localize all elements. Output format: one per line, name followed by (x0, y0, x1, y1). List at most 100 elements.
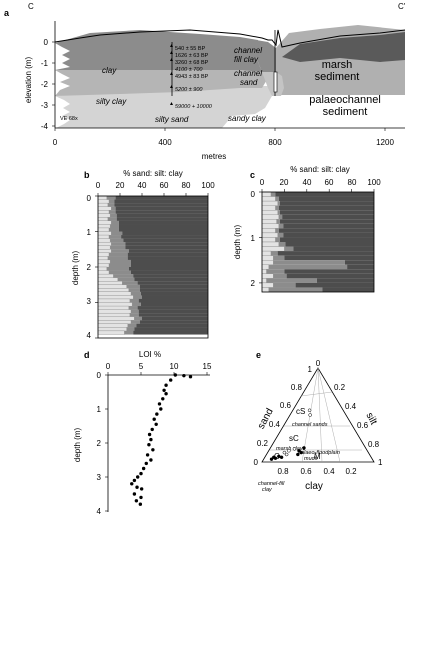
loi-point (154, 422, 158, 426)
c-sand-bar (261, 269, 267, 274)
a-xtick-1: 400 (158, 138, 172, 147)
loi-point (144, 461, 148, 466)
date-label-1: 540 ± 55 BP (175, 46, 206, 52)
loi-point (145, 453, 150, 457)
b-silt-bar (126, 284, 140, 289)
loi-point (164, 383, 168, 387)
marsh-sediment-unit (282, 32, 405, 62)
e-label-channel-sands: channel sands (292, 422, 328, 428)
b-clay-bar (128, 267, 208, 271)
b-silt-bar (131, 309, 139, 314)
ternary-point (279, 455, 284, 460)
c-sand-bar (261, 223, 279, 229)
c-silt-bar (268, 287, 323, 292)
c-clay-bar (295, 282, 374, 288)
b-silt-bar (110, 259, 131, 264)
c-sand-bar (261, 255, 274, 261)
e-label-paleo-1: palaeo-floodplain (297, 450, 340, 456)
e-right-tick-2: 0.4 (345, 402, 357, 411)
b-clay-bar (121, 235, 208, 239)
b-clay-bar (137, 306, 208, 310)
b-silt-bar (113, 274, 134, 278)
label-channel-fill-1: channel (234, 46, 262, 55)
c-sand-bar (261, 191, 272, 197)
b-clay-bar (118, 224, 208, 229)
c-clay-bar (316, 278, 374, 283)
b-silt-bar (110, 224, 119, 229)
b-silt-bar (122, 281, 138, 285)
c-clay-bar (322, 287, 374, 292)
b-sand-bar (97, 220, 112, 225)
c-clay-bar (277, 251, 374, 256)
b-silt-bar (128, 306, 138, 310)
c-sand-bar (261, 219, 277, 224)
b-clay-bar (115, 210, 208, 214)
c-clay-bar (284, 269, 374, 274)
loi-point (149, 458, 153, 462)
d-xtick-2: 10 (170, 362, 179, 371)
b-clay-bar (118, 220, 208, 225)
b-sand-bar (97, 249, 112, 254)
c-sand-bar (261, 237, 276, 243)
ternary-point (296, 452, 300, 457)
b-clay-bar (140, 291, 208, 296)
ternary-point (277, 454, 281, 459)
b-silt-bar (109, 235, 122, 239)
e-right-tick-4: 0.8 (368, 440, 380, 449)
c-sand-bar (261, 196, 276, 202)
a-ytick-0: 0 (44, 38, 49, 47)
loi-point (141, 466, 146, 471)
ternary-point (302, 446, 306, 450)
c-sand-bar (261, 228, 276, 234)
b-ytick-2: 2 (87, 263, 92, 272)
b-sand-bar (97, 305, 129, 310)
b-sand-bar (97, 270, 110, 275)
c-silt-bar (278, 223, 284, 229)
b-bars (97, 195, 208, 335)
c-ylabel: depth (m) (233, 225, 242, 260)
e-bottom-tick-3: 0.4 (323, 467, 335, 476)
d-ylabel: depth (m) (73, 428, 82, 463)
a-xtick-3: 1200 (376, 138, 394, 147)
d-points (130, 373, 193, 506)
d-ytick-3: 3 (97, 473, 102, 482)
b-clay-bar (139, 288, 208, 292)
ternary-point (299, 450, 303, 455)
date-label-6: 5200 ± 900 (175, 87, 203, 93)
e-axis-clay: clay (305, 481, 323, 492)
c-sand-bar (261, 205, 276, 211)
b-silt-bar (134, 316, 142, 321)
e-left-tick-2: 0.4 (269, 420, 281, 429)
label-channel-sand-2: sand (240, 78, 258, 87)
ternary-point (307, 408, 312, 413)
b-sand-bar (97, 210, 110, 214)
b-sand-bar (97, 312, 131, 317)
corner-right-label: C' (398, 2, 406, 11)
b-clay-bar (139, 284, 208, 289)
d-ytick-2: 2 (97, 439, 102, 448)
e-points (269, 408, 312, 461)
c-silt-bar (275, 196, 279, 202)
label-channel-sand-1: channel (234, 69, 262, 78)
corner-left-label: C (28, 2, 34, 11)
b-ytick-1: 1 (87, 228, 92, 237)
b-clay-bar (115, 206, 208, 211)
panel-b: b % sand: silt: clay 0 20 40 60 80 100 0… (71, 169, 215, 340)
d-ytick-4: 4 (97, 507, 102, 516)
c-ytick-1: 1 (251, 234, 256, 243)
b-silt-bar (110, 238, 124, 243)
b-clay-bar (138, 309, 208, 314)
b-clay-bar (116, 213, 208, 218)
b-sand-bar (97, 227, 110, 232)
loi-point (139, 471, 143, 476)
e-left-tick-5: 1 (308, 365, 313, 374)
e-field-m: M (314, 452, 321, 461)
c-clay-bar (283, 232, 374, 238)
b-sand-bar (97, 231, 112, 236)
b-sand-bar (97, 252, 110, 257)
c-xtick-5: 100 (367, 178, 381, 187)
ternary-point (287, 448, 291, 453)
b-xtick-3: 60 (160, 181, 169, 190)
b-ylabel: depth (m) (71, 251, 80, 286)
c-silt-bar (277, 210, 280, 215)
